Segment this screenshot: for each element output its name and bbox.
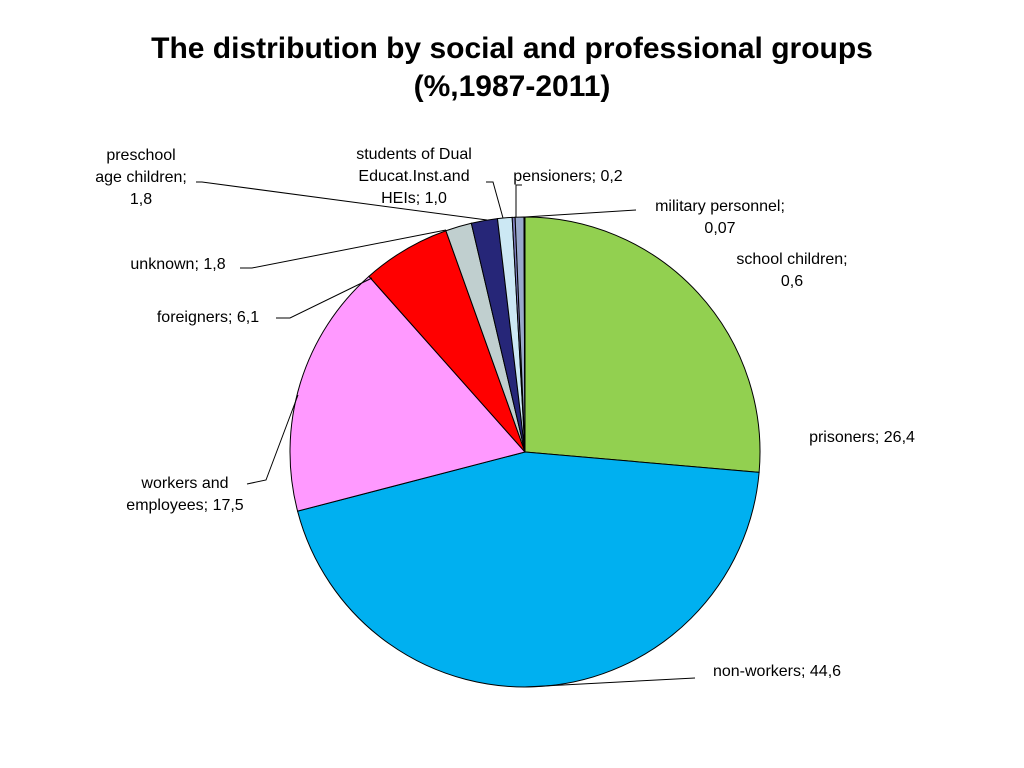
slice-label-line: school children; (736, 251, 847, 268)
slice-label-line: workers and (140, 475, 228, 492)
slice-labels: prisoners; 26,4 non-workers; 44,6 workers … (95, 146, 915, 680)
slice-label-workers-and-employees: workers and employees; 17,5 (126, 475, 244, 514)
slice-label-students-of-dual-educat-inst-and-heis: students of Dual Educat.Inst.and HEIs; 1,0 (356, 146, 472, 207)
slice-label-line: employees; 17,5 (126, 497, 244, 514)
slice-label-foreigners: foreigners; 6,1 (157, 309, 259, 326)
leader-line-unknown (240, 229, 447, 269)
pie-slices (289, 216, 761, 688)
slice-label-line: 0,6 (781, 273, 803, 290)
slice-label-line: pensioners; 0,2 (513, 168, 623, 185)
slice-label-line: 1,8 (130, 191, 152, 208)
slice-label-line: foreigners; 6,1 (157, 309, 259, 326)
slice-label-line: unknown; 1,8 (130, 256, 225, 273)
leader-line-foreigners (276, 277, 373, 319)
slice-label-line: preschool (106, 147, 175, 164)
slice-label-line: 0,07 (704, 220, 735, 237)
slice-label-line: students of Dual (356, 146, 472, 163)
chart-title: The distribution by social and professio… (0, 30, 1024, 106)
leader-line-pensioners (515, 184, 522, 217)
slice-label-preschool-age-children: preschool age children; 1,8 (95, 147, 187, 208)
slice-label-line: military personnel; (655, 198, 785, 215)
slice-label-school-children: school children; 0,6 (736, 251, 847, 290)
slice-label-line: Educat.Inst.and (358, 168, 469, 185)
slice-label-prisoners: prisoners; 26,4 (809, 429, 915, 446)
leader-line-military-personnel (524, 209, 637, 218)
pie-slice-prisoners (524, 216, 761, 473)
leader-line-students-of-dual-educat-inst-and-heis (486, 181, 504, 219)
chart-title-line-1: The distribution by social and professio… (151, 32, 873, 65)
slice-label-military-personnel: military personnel; 0,07 (655, 198, 785, 237)
chart-title-line-2: (%,1987-2011) (413, 70, 611, 103)
slice-label-pensioners: pensioners; 0,2 (513, 168, 623, 185)
pie-slice-military-personnel (523, 216, 526, 453)
slice-label-unknown: unknown; 1,8 (130, 256, 225, 273)
leader-line-preschool-age-children (196, 181, 488, 221)
leader-lines (196, 181, 696, 688)
slice-label-line: prisoners; 26,4 (809, 429, 915, 446)
leader-line-non-workers (524, 677, 696, 688)
leader-line-workers-and-employees (246, 394, 299, 485)
slice-label-line: age children; (95, 169, 187, 186)
pie-slice-workers-and-employees (289, 275, 526, 512)
slice-label-non-workers: non-workers; 44,6 (713, 663, 841, 680)
slice-label-line: non-workers; 44,6 (713, 663, 841, 680)
slice-label-line: HEIs; 1,0 (381, 190, 447, 207)
